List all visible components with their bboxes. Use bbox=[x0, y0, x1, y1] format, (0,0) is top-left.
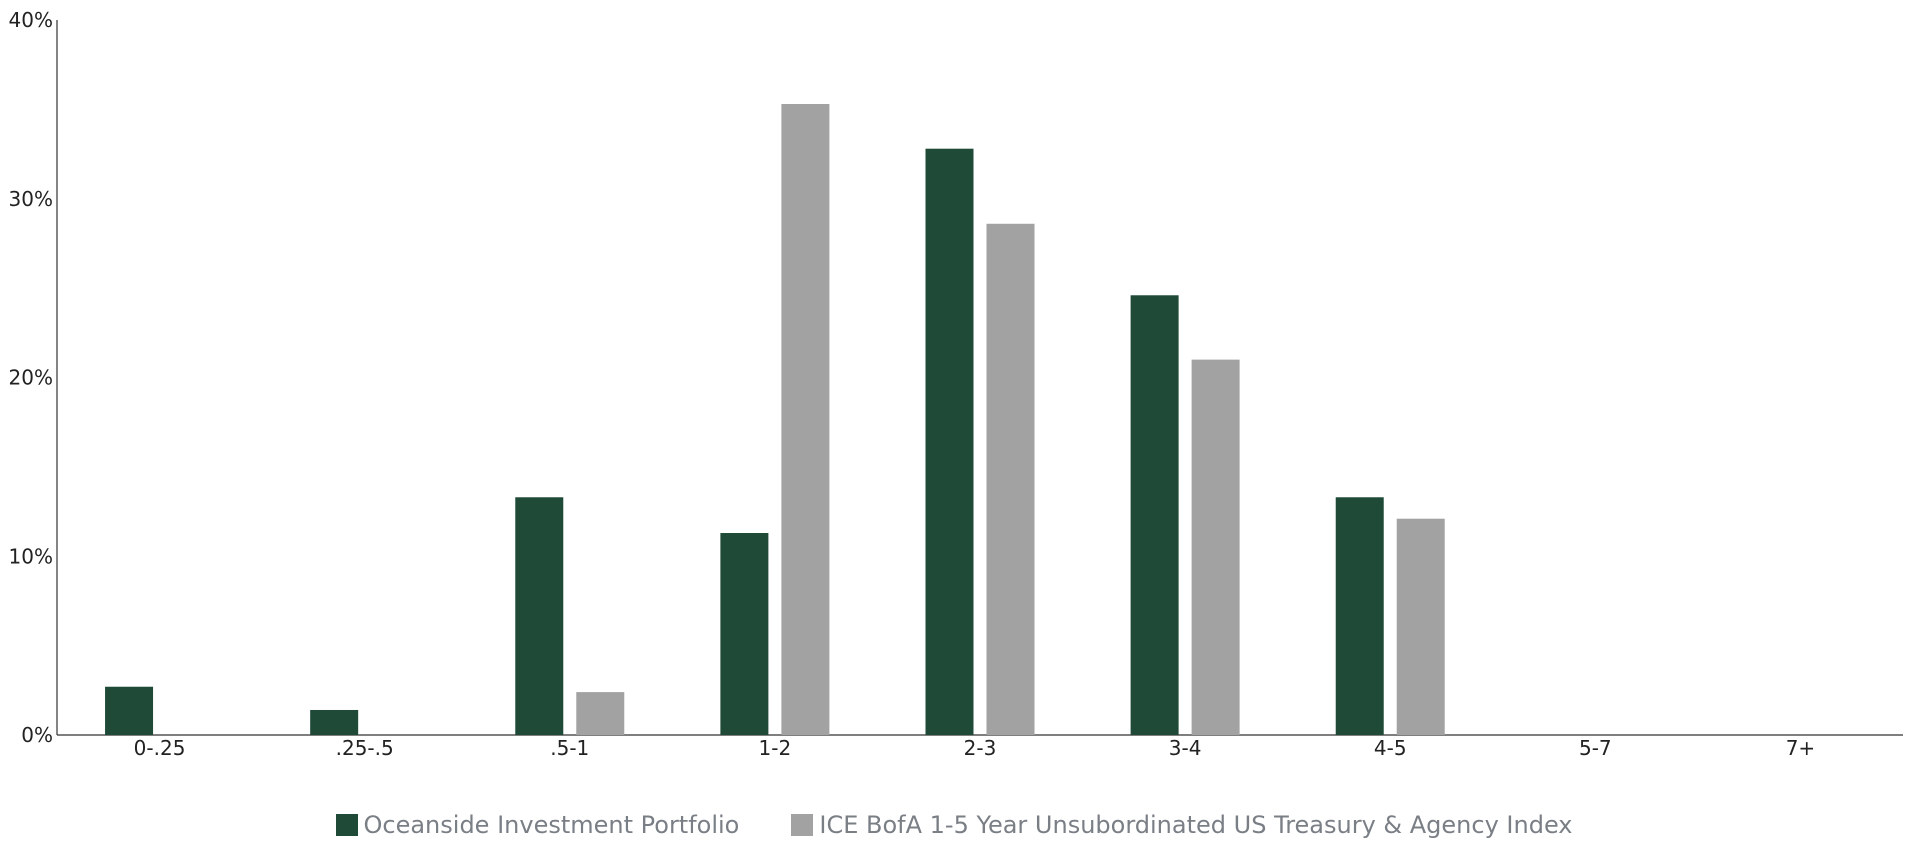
y-tick-label: 10% bbox=[9, 544, 53, 568]
x-tick-label: 7+ bbox=[1786, 736, 1815, 760]
legend-label-portfolio: Oceanside Investment Portfolio bbox=[363, 811, 740, 839]
legend: Oceanside Investment Portfolio ICE BofA … bbox=[0, 805, 1908, 845]
bar-portfolio bbox=[515, 497, 564, 735]
x-tick-label: 3-4 bbox=[1169, 736, 1202, 760]
y-tick-label: 0% bbox=[21, 723, 53, 747]
x-tick-label: 0-.25 bbox=[134, 736, 186, 760]
bar-index bbox=[1396, 518, 1445, 735]
y-tick-label: 30% bbox=[9, 187, 53, 211]
x-tick-label: .5-1 bbox=[550, 736, 589, 760]
x-tick-label: 1-2 bbox=[759, 736, 792, 760]
bar-index bbox=[781, 104, 830, 735]
legend-label-index: ICE BofA 1-5 Year Unsubordinated US Trea… bbox=[819, 811, 1573, 839]
legend-item-index: ICE BofA 1-5 Year Unsubordinated US Trea… bbox=[791, 811, 1573, 839]
legend-item-portfolio: Oceanside Investment Portfolio bbox=[335, 811, 740, 839]
y-tick-label: 40% bbox=[9, 8, 53, 32]
bar-portfolio bbox=[925, 148, 974, 735]
bar-index bbox=[576, 692, 625, 735]
bar-chart: 0% 10% 20% 30% 40% 0-.25 .25-.5 .5-1 1-2 2-3 3-4 4-… bbox=[9, 8, 1903, 760]
bar-index bbox=[986, 223, 1035, 735]
y-tick-label: 20% bbox=[9, 366, 53, 390]
legend-swatch-index bbox=[791, 814, 814, 836]
x-tick-label: .25-.5 bbox=[336, 736, 394, 760]
bar-portfolio bbox=[1335, 497, 1384, 735]
x-tick-label: 2-3 bbox=[964, 736, 997, 760]
bar-portfolio bbox=[1130, 295, 1179, 735]
bar-portfolio bbox=[105, 686, 154, 735]
x-tick-label: 4-5 bbox=[1374, 736, 1407, 760]
x-tick-label: 5-7 bbox=[1579, 736, 1612, 760]
bar-portfolio bbox=[720, 533, 769, 735]
legend-swatch-portfolio bbox=[335, 814, 358, 836]
bar-portfolio bbox=[310, 709, 359, 735]
bar-index bbox=[1191, 359, 1240, 735]
